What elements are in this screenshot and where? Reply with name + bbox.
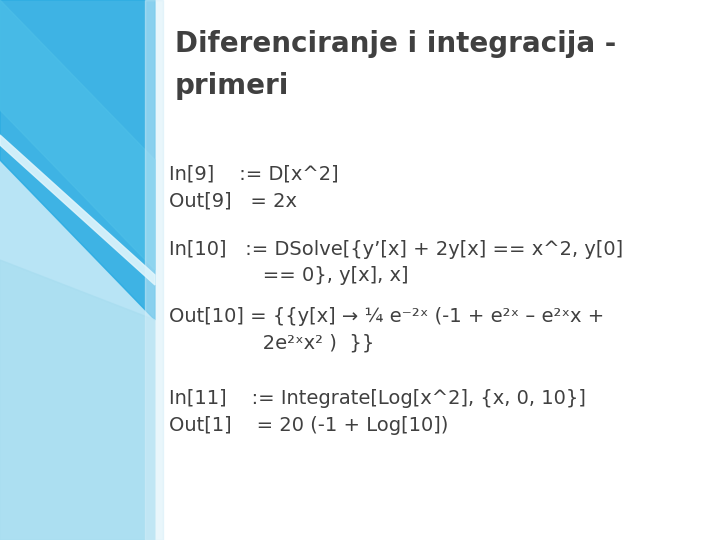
Text: In[11]    := Integrate[Log[x^2], {x, 0, 10}]: In[11] := Integrate[Log[x^2], {x, 0, 10}… bbox=[169, 389, 586, 408]
Polygon shape bbox=[0, 135, 155, 285]
Text: primeri: primeri bbox=[175, 72, 289, 100]
Bar bbox=[155, 0, 720, 540]
Polygon shape bbox=[0, 260, 155, 540]
Text: == 0}, y[x], x]: == 0}, y[x], x] bbox=[169, 266, 409, 285]
Text: In[10]   := DSolve[{y’[x] + 2y[x] == x^2, y[0]: In[10] := DSolve[{y’[x] + 2y[x] == x^2, … bbox=[169, 240, 624, 259]
Text: 2e²ˣx² )  }}: 2e²ˣx² ) }} bbox=[169, 333, 374, 352]
Bar bbox=[145, 0, 163, 540]
Polygon shape bbox=[0, 0, 155, 270]
Text: In[9]    := D[x^2]: In[9] := D[x^2] bbox=[169, 165, 339, 184]
Text: Diferenciranje i integracija -: Diferenciranje i integracija - bbox=[175, 30, 616, 58]
Bar bbox=[0, 0, 155, 540]
Text: Out[10] = {{y[x] → ¼ e⁻²ˣ (-1 + e²ˣ – e²ˣx +: Out[10] = {{y[x] → ¼ e⁻²ˣ (-1 + e²ˣ – e²… bbox=[169, 307, 605, 326]
Text: Out[1]    = 20 (-1 + Log[10]): Out[1] = 20 (-1 + Log[10]) bbox=[169, 416, 449, 435]
Polygon shape bbox=[0, 0, 155, 320]
Text: Out[9]   = 2x: Out[9] = 2x bbox=[169, 192, 297, 211]
